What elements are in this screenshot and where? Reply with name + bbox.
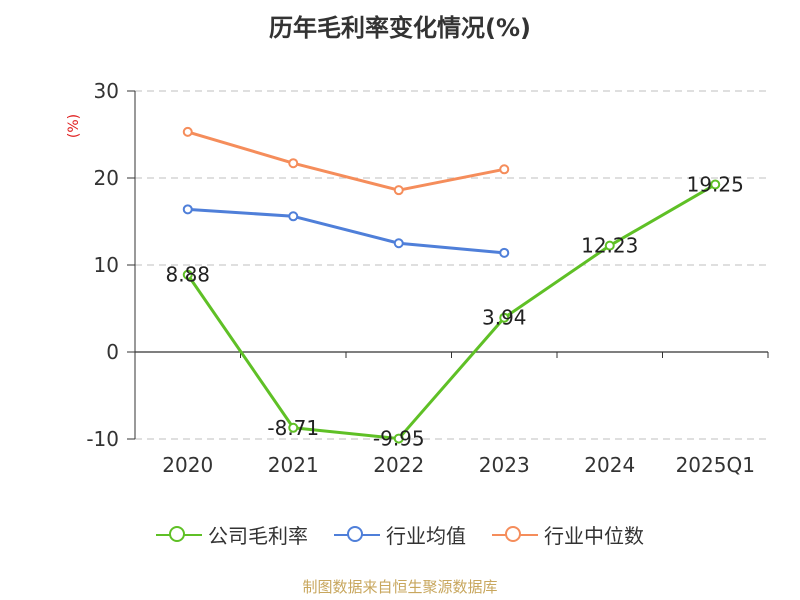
legend-label-company: 公司毛利率 [208, 524, 308, 548]
data-label: 8.88 [165, 263, 210, 287]
y-tick-label: 0 [106, 340, 119, 364]
data-point [182, 269, 193, 280]
legend-item-company[interactable]: 公司毛利率 [156, 520, 308, 549]
data-point [393, 185, 404, 196]
data-label: -8.71 [267, 416, 319, 440]
data-point [499, 312, 510, 323]
y-tick-label: 10 [94, 253, 119, 277]
line-chart: (%) -10 0 10 20 30 2020 2021 2022 2023 2024 2025Q1… [66, 79, 769, 477]
data-point [710, 179, 721, 190]
series-line [187, 130, 505, 192]
legend-item-industry-mean[interactable]: 行业均值 [334, 520, 466, 549]
data-point [288, 422, 299, 433]
y-axis-label: (%) [66, 114, 82, 138]
chart-title: 历年毛利率变化情况(%) [269, 14, 531, 42]
data-point [604, 240, 615, 251]
series-line [187, 207, 505, 255]
source-note: 制图数据来自恒生聚源数据库 [302, 578, 498, 596]
data-label: 19.25 [687, 173, 744, 197]
data-label: 12.23 [581, 234, 638, 258]
data-point [499, 247, 510, 258]
data-point [288, 211, 299, 222]
y-tick-label: 30 [94, 79, 119, 103]
data-point [182, 126, 193, 137]
legend-item-industry-median[interactable]: 行业中位数 [492, 520, 644, 549]
legend: 公司毛利率 行业均值 行业中位数 [0, 520, 800, 549]
y-tick-label: -10 [86, 427, 119, 451]
legend-marker-industry-median [492, 525, 538, 545]
y-tick-label: 20 [94, 166, 119, 190]
legend-label-industry-median: 行业中位数 [544, 524, 644, 548]
series-line [186, 183, 717, 441]
data-point [182, 204, 193, 215]
x-tick-label: 2022 [373, 453, 424, 477]
legend-label-industry-mean: 行业均值 [386, 524, 466, 548]
x-tick-label: 2025Q1 [676, 453, 755, 477]
x-tick-label: 2020 [162, 453, 213, 477]
data-label: -9.95 [373, 427, 425, 451]
data-labels: 8.88 -8.71 -9.95 3.94 12.23 19.25 [165, 173, 743, 451]
data-point [499, 164, 510, 175]
x-tick-label: 2021 [268, 453, 319, 477]
data-label: 3.94 [482, 306, 527, 330]
data-point [393, 238, 404, 249]
x-tick-label: 2023 [479, 453, 530, 477]
gridlines [135, 90, 768, 440]
x-tick-label: 2024 [584, 453, 635, 477]
legend-marker-industry-mean [334, 525, 380, 545]
legend-marker-company [156, 525, 202, 545]
data-point [393, 433, 404, 444]
axes: -10 0 10 20 30 2020 2021 2022 2023 2024 2025Q1 [86, 79, 769, 477]
series [182, 126, 721, 444]
data-point [288, 158, 299, 169]
